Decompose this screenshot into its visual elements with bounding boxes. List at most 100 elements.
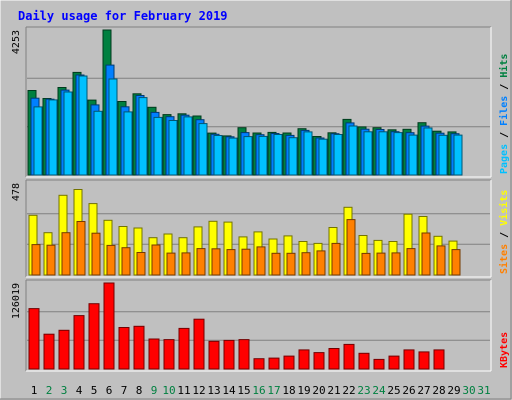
bar-pages-day-22 [348, 125, 358, 176]
bar-pages-day-26 [408, 134, 418, 176]
bar-sites-day-20 [316, 250, 326, 276]
bar-kbytes-day-13 [208, 340, 220, 370]
bar-pages-day-24 [378, 131, 388, 176]
bar-kbytes-day-22 [343, 343, 355, 370]
x-tick-label-day-18: 18 [282, 384, 295, 397]
panel-hits_files_pages-legend-part-4: Hits [498, 54, 510, 78]
bar-pages-day-25 [393, 132, 403, 176]
bar-sites-day-16 [256, 246, 266, 276]
bar-sites-day-22 [346, 219, 356, 276]
bar-pages-day-4 [78, 75, 88, 176]
bar-kbytes-day-5 [88, 303, 100, 370]
bar-sites-day-2 [46, 244, 56, 276]
x-tick-label-day-6: 6 [106, 384, 113, 397]
bar-pages-day-23 [363, 131, 373, 176]
x-tick-label-day-31: 31 [477, 384, 490, 397]
bar-sites-day-8 [136, 252, 146, 276]
x-tick-label-day-14: 14 [222, 384, 236, 397]
panel-visits_sites-series-legend: Sites / Visits [498, 190, 510, 274]
x-tick-label-day-30: 30 [462, 384, 475, 397]
panel-hits_files_pages-max-label: 4253 [11, 30, 22, 54]
panel-visits_sites-legend-part-1: / [499, 226, 510, 244]
bar-kbytes-day-21 [328, 348, 340, 370]
bar-pages-day-28 [438, 134, 448, 176]
bar-sites-day-15 [241, 248, 251, 276]
x-tick-label-day-25: 25 [387, 384, 400, 397]
bar-sites-day-10 [166, 252, 176, 276]
bar-sites-day-19 [301, 252, 311, 276]
bar-pages-day-5 [93, 110, 103, 176]
x-tick-label-day-16: 16 [252, 384, 265, 397]
x-tick-label-day-28: 28 [432, 384, 445, 397]
bar-sites-day-11 [181, 252, 191, 276]
bar-sites-day-13 [211, 248, 221, 276]
bar-sites-day-9 [151, 244, 161, 276]
x-axis-day-labels: 1 2 3 4 5 6 7 8 9 10 11 12 13 14 15 16 17 18 19 20 21 22 23 24 2… [31, 384, 491, 397]
panel-kbytes-legend-part-0: KBytes [499, 332, 510, 368]
x-tick-label-day-29: 29 [447, 384, 460, 397]
bar-pages-day-21 [333, 134, 343, 176]
bar-kbytes-day-6 [103, 282, 115, 370]
bar-pages-day-6 [108, 78, 118, 176]
bar-sites-day-23 [361, 252, 371, 276]
bar-kbytes-day-28 [433, 349, 445, 370]
bar-pages-day-16 [258, 135, 268, 176]
x-tick-label-day-8: 8 [136, 384, 143, 397]
panel-hits_files_pages: 4253 Pages / Files / Hits [11, 26, 510, 178]
bar-pages-day-2 [48, 99, 58, 176]
panel-visits_sites-max-label: 478 [11, 183, 22, 201]
bar-sites-day-17 [271, 252, 281, 276]
bar-kbytes-day-25 [388, 355, 400, 370]
bar-sites-day-14 [226, 249, 236, 276]
bar-pages-day-10 [168, 120, 178, 176]
bar-kbytes-day-1 [28, 308, 40, 370]
x-tick-label-day-22: 22 [342, 384, 355, 397]
x-tick-label-day-2: 2 [46, 384, 53, 397]
bar-kbytes-day-15 [238, 339, 250, 370]
bar-kbytes-day-14 [223, 339, 235, 370]
bar-kbytes-day-27 [418, 351, 430, 370]
bar-pages-day-27 [423, 127, 433, 176]
x-tick-label-day-20: 20 [312, 384, 325, 397]
bar-sites-day-26 [406, 248, 416, 276]
bar-kbytes-day-2 [43, 333, 55, 370]
bar-pages-day-3 [63, 91, 73, 176]
bar-sites-day-7 [121, 247, 131, 276]
bar-kbytes-day-16 [253, 358, 265, 370]
bar-sites-day-29 [451, 249, 461, 276]
bar-sites-day-4 [76, 221, 86, 276]
bar-pages-day-20 [318, 138, 328, 176]
panel-kbytes-series-legend: KBytes [499, 332, 510, 368]
panel-hits_files_pages-legend-part-0: Pages [499, 144, 510, 174]
bar-sites-day-3 [61, 232, 71, 276]
bar-sites-day-6 [106, 244, 116, 276]
bar-sites-day-24 [376, 252, 386, 276]
bar-sites-day-25 [391, 252, 401, 276]
bar-kbytes-day-10 [163, 339, 175, 370]
panel-hits_files_pages-legend-part-3: / [499, 78, 510, 96]
bar-kbytes-day-17 [268, 357, 280, 370]
bar-pages-day-8 [138, 97, 148, 176]
x-tick-label-day-12: 12 [192, 384, 205, 397]
bar-pages-day-19 [303, 131, 313, 176]
x-tick-label-day-21: 21 [327, 384, 340, 397]
x-tick-label-day-26: 26 [402, 384, 415, 397]
panel-hits_files_pages-series-legend: Pages / Files / Hits [498, 54, 510, 174]
panel-kbytes: 126019 KBytes [11, 279, 510, 372]
panel-visits_sites-legend-part-0: Sites [498, 244, 510, 274]
bar-pages-day-13 [213, 135, 223, 176]
bar-pages-day-12 [198, 123, 208, 176]
x-tick-label-day-27: 27 [417, 384, 430, 397]
x-tick-label-day-19: 19 [297, 384, 310, 397]
bar-pages-day-17 [273, 134, 283, 176]
x-tick-label-day-17: 17 [267, 384, 280, 397]
bar-kbytes-day-26 [403, 349, 415, 370]
bar-pages-day-14 [228, 137, 238, 176]
x-tick-label-day-24: 24 [372, 384, 386, 397]
bar-sites-day-18 [286, 252, 296, 276]
bar-pages-day-15 [243, 136, 253, 176]
bar-sites-day-5 [91, 232, 101, 276]
bar-sites-day-12 [196, 248, 206, 276]
bar-pages-day-7 [123, 111, 133, 176]
